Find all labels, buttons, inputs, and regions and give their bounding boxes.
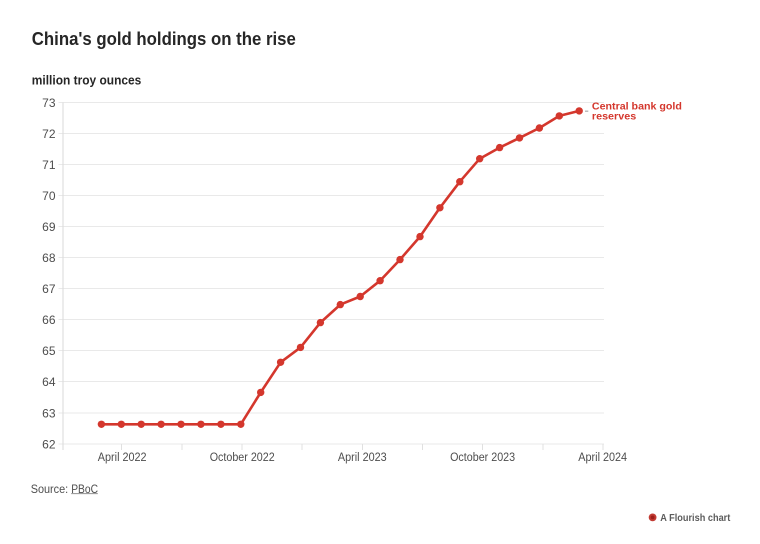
svg-text:Source:: Source: <box>31 482 68 496</box>
svg-text:China's gold holdings on the r: China's gold holdings on the rise <box>32 29 296 49</box>
svg-text:April 2023: April 2023 <box>338 450 387 464</box>
svg-text:63: 63 <box>42 406 56 420</box>
svg-text:A Flourish chart: A Flourish chart <box>660 513 731 524</box>
svg-text:73: 73 <box>42 96 56 110</box>
svg-text:68: 68 <box>42 251 56 265</box>
svg-text:April 2024: April 2024 <box>578 450 627 464</box>
svg-text:65: 65 <box>42 344 56 358</box>
svg-text:October 2023: October 2023 <box>450 450 515 464</box>
svg-text:October 2022: October 2022 <box>210 450 275 464</box>
svg-text:Central bank gold: Central bank gold <box>592 102 682 113</box>
svg-text:reserves: reserves <box>592 112 637 123</box>
svg-text:PBoC: PBoC <box>71 482 98 496</box>
svg-text:62: 62 <box>42 437 56 451</box>
svg-text:71: 71 <box>42 158 56 172</box>
svg-text:April 2022: April 2022 <box>98 450 147 464</box>
svg-text:66: 66 <box>42 313 56 327</box>
svg-text:million troy ounces: million troy ounces <box>32 73 142 88</box>
svg-text:70: 70 <box>42 189 56 203</box>
svg-text:69: 69 <box>42 220 56 234</box>
svg-text:67: 67 <box>42 282 56 296</box>
svg-text:72: 72 <box>42 127 56 141</box>
svg-text:64: 64 <box>42 375 56 389</box>
